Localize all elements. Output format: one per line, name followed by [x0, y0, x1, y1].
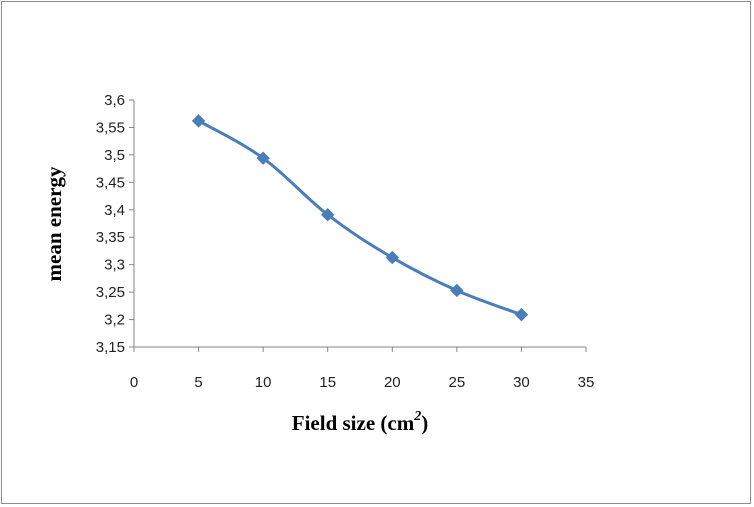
x-tick-label: 20 [384, 374, 401, 391]
x-tick-label: 15 [319, 374, 336, 391]
data-point-marker [514, 307, 529, 322]
x-axis-title-text: Field size (cm [292, 411, 415, 435]
x-tick-label: 30 [513, 374, 530, 391]
y-tick-label: 3,15 [96, 339, 125, 356]
y-tick-label: 3,35 [96, 229, 125, 246]
y-tick-label: 3,25 [96, 284, 125, 301]
data-point-marker [385, 250, 399, 265]
y-axis-title: mean energy [42, 166, 66, 281]
x-axis: 0 5 10 15 20 25 30 35 [130, 346, 595, 391]
x-axis-title: Field size (cm2) [292, 409, 428, 435]
x-tick-label: 35 [578, 374, 595, 391]
x-axis-title-close: ) [421, 411, 428, 435]
data-point-marker [191, 114, 206, 128]
data-point-marker [256, 151, 270, 165]
x-tick-label: 5 [194, 374, 202, 391]
x-tick-label: 10 [255, 374, 272, 391]
y-axis: 3,15 3,2 3,25 3,3 3,35 3,4 3,45 3,5 3,55 3,6 [96, 92, 135, 356]
data-point-marker [450, 283, 464, 298]
y-tick-label: 3,5 [104, 147, 125, 164]
y-tick-label: 3,4 [104, 202, 125, 219]
series-line [197, 119, 522, 317]
y-tick-label: 3,6 [104, 92, 125, 109]
x-tick-label: 25 [449, 374, 466, 391]
x-tick-label: 0 [130, 374, 138, 391]
x-axis-title-superscript: 2 [413, 409, 421, 424]
y-tick-label: 3,3 [104, 257, 125, 274]
y-tick-label: 3,45 [96, 174, 125, 191]
y-tick-label: 3,2 [104, 312, 125, 329]
y-tick-label: 3,55 [96, 119, 125, 136]
series-layer [191, 114, 529, 322]
data-point-marker [321, 208, 335, 222]
